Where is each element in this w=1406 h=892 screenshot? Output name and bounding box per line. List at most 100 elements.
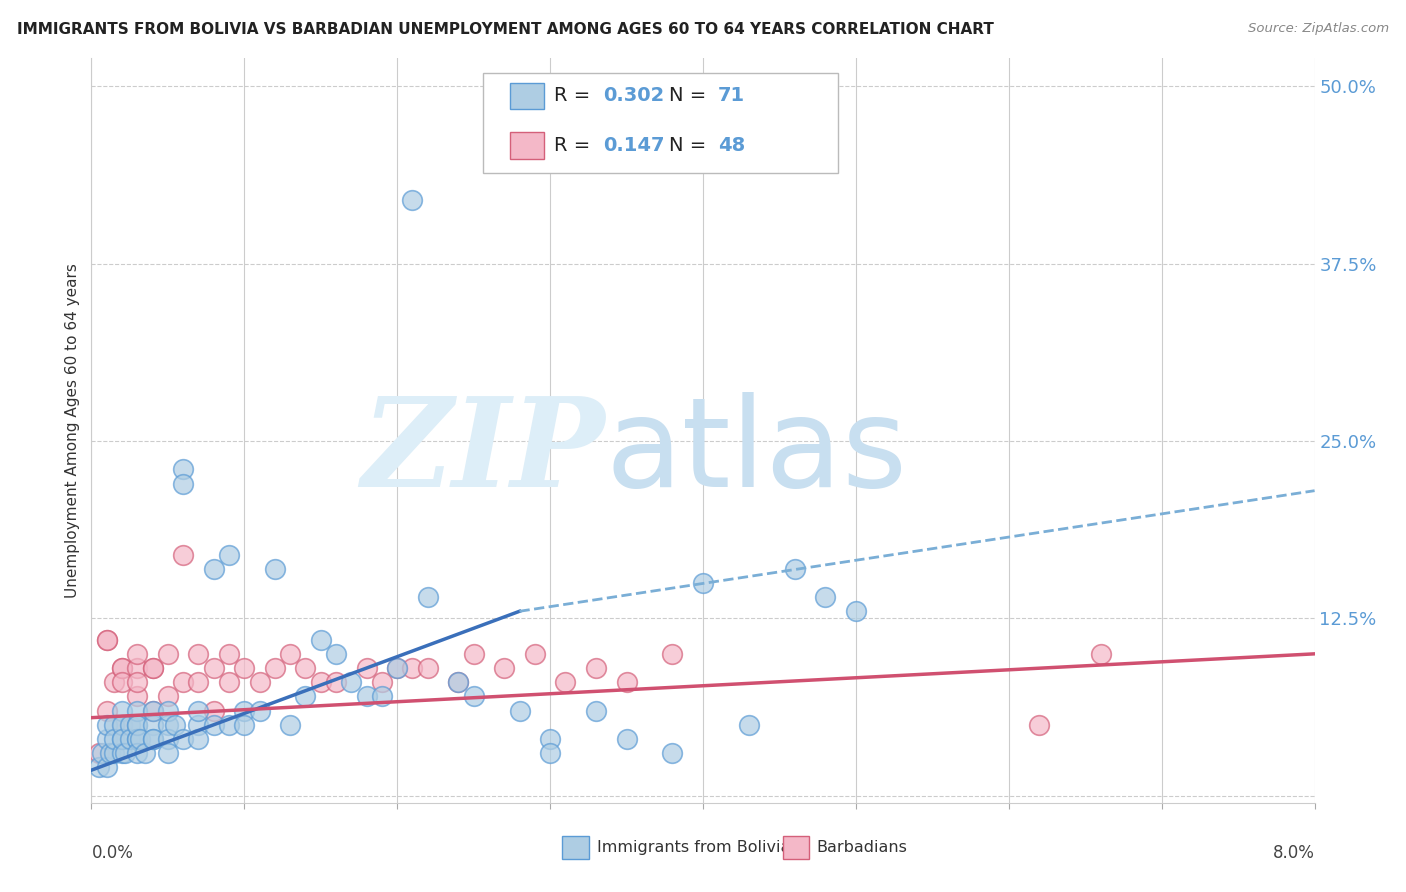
Point xyxy=(87,746,110,760)
Point xyxy=(661,746,683,760)
Point xyxy=(111,661,134,675)
Point xyxy=(111,718,134,732)
Point xyxy=(87,760,110,774)
Point xyxy=(156,704,179,718)
Text: 8.0%: 8.0% xyxy=(1272,844,1315,862)
Point xyxy=(127,718,149,732)
Point xyxy=(156,718,179,732)
Point xyxy=(127,647,149,661)
Text: 0.147: 0.147 xyxy=(603,136,664,155)
Point xyxy=(127,690,149,704)
Point xyxy=(127,731,149,746)
Point xyxy=(156,690,179,704)
Point xyxy=(554,675,576,690)
Y-axis label: Unemployment Among Ages 60 to 64 years: Unemployment Among Ages 60 to 64 years xyxy=(65,263,80,598)
Point xyxy=(264,661,287,675)
Text: 0.302: 0.302 xyxy=(603,87,664,105)
Point xyxy=(218,675,240,690)
Point xyxy=(538,746,561,760)
Point xyxy=(401,661,423,675)
Text: N =: N = xyxy=(669,87,713,105)
Point xyxy=(111,675,134,690)
Point xyxy=(218,647,240,661)
Point xyxy=(783,562,806,576)
Point xyxy=(111,661,134,675)
Point xyxy=(661,647,683,661)
Point xyxy=(494,661,516,675)
Point xyxy=(114,746,136,760)
Point xyxy=(692,575,714,590)
Point xyxy=(96,632,118,647)
Point xyxy=(165,718,187,732)
Point xyxy=(249,675,271,690)
FancyBboxPatch shape xyxy=(482,73,838,173)
Point xyxy=(616,731,638,746)
Point xyxy=(218,548,240,562)
Point xyxy=(111,731,134,746)
Point xyxy=(264,562,287,576)
Point xyxy=(187,647,209,661)
Point xyxy=(249,704,271,718)
Text: Barbadians: Barbadians xyxy=(817,840,908,855)
Point xyxy=(118,731,141,746)
Point xyxy=(202,718,225,732)
Point xyxy=(233,704,256,718)
Point xyxy=(356,661,378,675)
Point xyxy=(96,718,118,732)
Text: IMMIGRANTS FROM BOLIVIA VS BARBADIAN UNEMPLOYMENT AMONG AGES 60 TO 64 YEARS CORR: IMMIGRANTS FROM BOLIVIA VS BARBADIAN UNE… xyxy=(17,22,994,37)
Point xyxy=(738,718,761,732)
Point xyxy=(463,647,485,661)
Bar xyxy=(510,83,544,109)
Text: 71: 71 xyxy=(717,87,745,105)
Point xyxy=(172,675,194,690)
Point xyxy=(523,647,546,661)
Point xyxy=(103,731,125,746)
Point xyxy=(127,718,149,732)
Point xyxy=(118,718,141,732)
Point xyxy=(1090,647,1112,661)
Text: R =: R = xyxy=(554,87,596,105)
Point xyxy=(294,690,316,704)
Point xyxy=(463,690,485,704)
Point xyxy=(141,731,163,746)
Point xyxy=(371,690,394,704)
Point xyxy=(356,690,378,704)
Point xyxy=(278,647,301,661)
Point xyxy=(447,675,470,690)
Text: 0.0%: 0.0% xyxy=(91,844,134,862)
Point xyxy=(156,647,179,661)
Point xyxy=(187,675,209,690)
Point xyxy=(538,731,561,746)
Point xyxy=(233,661,256,675)
Point xyxy=(585,661,607,675)
Point xyxy=(814,590,837,604)
Point xyxy=(111,746,134,760)
Point xyxy=(91,746,114,760)
Point xyxy=(172,476,194,491)
Point xyxy=(129,731,152,746)
Text: atlas: atlas xyxy=(605,392,907,513)
Point xyxy=(156,746,179,760)
Point xyxy=(202,704,225,718)
Point xyxy=(141,731,163,746)
Point xyxy=(141,704,163,718)
Point xyxy=(141,661,163,675)
Point xyxy=(233,718,256,732)
Text: ZIP: ZIP xyxy=(361,392,605,514)
Text: N =: N = xyxy=(669,136,713,155)
Point xyxy=(371,675,394,690)
Point xyxy=(96,731,118,746)
Point xyxy=(416,661,439,675)
Text: R =: R = xyxy=(554,136,596,155)
Point xyxy=(141,718,163,732)
Point xyxy=(416,590,439,604)
Point xyxy=(509,704,531,718)
Text: 48: 48 xyxy=(717,136,745,155)
Point xyxy=(127,675,149,690)
Point xyxy=(141,661,163,675)
Point xyxy=(278,718,301,732)
Point xyxy=(202,661,225,675)
Point xyxy=(340,675,363,690)
Point xyxy=(187,704,209,718)
Point xyxy=(325,675,347,690)
